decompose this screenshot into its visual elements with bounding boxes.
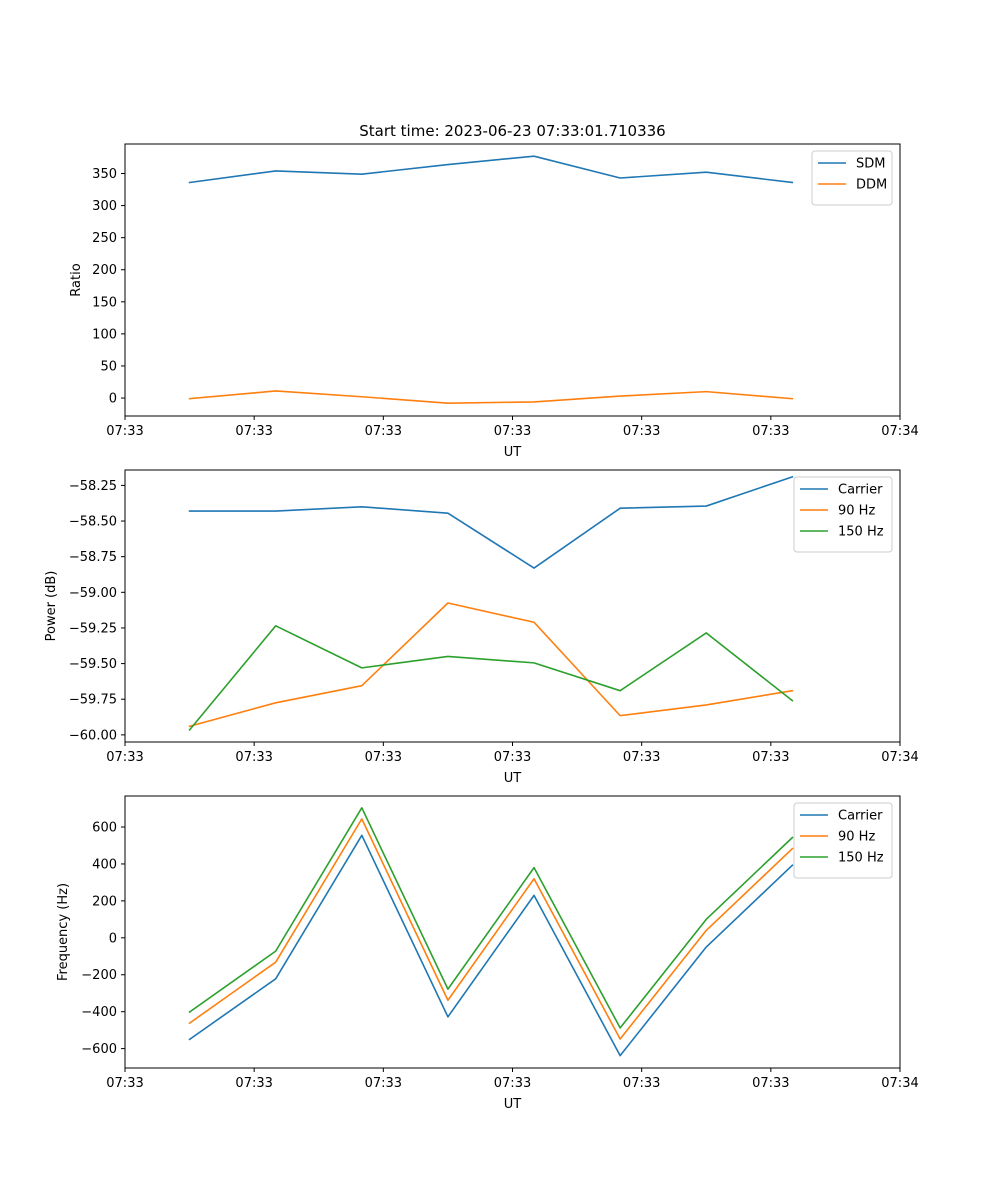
y-tick-label: 200 — [92, 263, 117, 278]
y-tick-label: 400 — [92, 857, 117, 872]
y-tick-label: 300 — [92, 199, 117, 214]
y-tick-label: 0 — [109, 931, 117, 946]
series-line-90-hz — [188, 602, 794, 728]
panel-ratio: Start time: 2023-06-23 07:33:01.710336 0… — [69, 122, 919, 460]
y-axis-label: Ratio — [69, 263, 84, 296]
y-tick-label: 100 — [92, 327, 117, 342]
y-tick-label: −59.25 — [69, 621, 117, 636]
x-tick-label: 07:33 — [494, 1076, 531, 1091]
x-tick-label: 07:33 — [494, 424, 531, 439]
y-tick-label: −59.50 — [69, 657, 117, 672]
legend-label: 90 Hz — [838, 830, 875, 845]
x-axis-label: UT — [504, 445, 522, 460]
legend-label: DDM — [856, 178, 887, 193]
x-tick-label: 07:33 — [235, 750, 272, 765]
x-tick-label: 07:33 — [235, 424, 272, 439]
y-tick-label: 150 — [92, 295, 117, 310]
x-tick-label: 07:33 — [494, 750, 531, 765]
x-tick-label: 07:33 — [106, 1076, 143, 1091]
legend-box — [793, 802, 893, 879]
x-tick-label: 07:33 — [752, 424, 789, 439]
x-tick-label: 07:33 — [365, 750, 402, 765]
panel-frequency-lines — [188, 807, 794, 1057]
panel-frequency-y-ticks: −600 −400 −200 0 200 400 600 — [81, 821, 125, 1057]
x-tick-label: 07:33 — [365, 424, 402, 439]
series-line-ddm — [188, 390, 794, 404]
legend-label: 150 Hz — [838, 851, 884, 866]
panel-ratio-y-ticks: 0 50 100 150 200 250 300 350 — [92, 167, 125, 407]
legend-label: 150 Hz — [838, 525, 884, 540]
x-tick-label: 07:33 — [235, 1076, 272, 1091]
panel-power-x-ticks: 07:33 07:33 07:33 07:33 07:33 07:33 07:34 — [106, 742, 919, 765]
y-tick-label: 0 — [109, 392, 117, 407]
x-axis-label: UT — [504, 771, 522, 786]
y-tick-label: −600 — [81, 1042, 117, 1057]
legend-label: SDM — [856, 157, 885, 172]
y-axis-label: Power (dB) — [44, 571, 59, 642]
series-line-sdm — [188, 155, 794, 184]
x-tick-label: 07:33 — [752, 1076, 789, 1091]
x-tick-label: 07:33 — [365, 1076, 402, 1091]
panel-power-legend: Carrier 90 Hz 150 Hz — [793, 476, 893, 553]
panel-power: 07:33 07:33 07:33 07:33 07:33 07:33 07:34 −60.… — [44, 469, 919, 786]
x-tick-label: 07:34 — [881, 750, 918, 765]
y-tick-label: 250 — [92, 231, 117, 246]
y-tick-label: 600 — [92, 821, 117, 836]
y-axis-label: Frequency (Hz) — [56, 883, 71, 981]
x-tick-label: 07:33 — [106, 424, 143, 439]
series-line-90-hz — [188, 818, 794, 1040]
legend-box — [811, 150, 893, 206]
panel-ratio-legend: SDM DDM — [811, 150, 893, 206]
chart-title: Start time: 2023-06-23 07:33:01.710336 — [359, 122, 665, 140]
panel-frequency-legend: Carrier 90 Hz 150 Hz — [793, 802, 893, 879]
series-line-150-hz — [188, 625, 794, 732]
x-tick-label: 07:34 — [881, 1076, 918, 1091]
x-tick-label: 07:33 — [752, 750, 789, 765]
panel-frequency-x-ticks: 07:33 07:33 07:33 07:33 07:33 07:33 07:34 — [106, 1068, 919, 1091]
x-axis-label: UT — [504, 1097, 522, 1112]
y-tick-label: −59.75 — [69, 693, 117, 708]
y-tick-label: −58.50 — [69, 515, 117, 530]
panel-power-y-ticks: −60.00 −59.75 −59.50 −59.25 −59.00 −58.75 −58.… — [69, 479, 125, 743]
y-tick-label: 200 — [92, 894, 117, 909]
y-tick-label: −400 — [81, 1005, 117, 1020]
x-tick-label: 07:33 — [623, 424, 660, 439]
series-line-carrier — [188, 475, 794, 569]
y-tick-label: −200 — [81, 968, 117, 983]
panel-ratio-lines — [188, 155, 794, 404]
legend-box — [793, 476, 893, 553]
x-tick-label: 07:33 — [623, 1076, 660, 1091]
legend-label: Carrier — [838, 483, 883, 498]
y-tick-label: −59.00 — [69, 586, 117, 601]
panel-power-lines — [188, 475, 794, 732]
x-tick-label: 07:33 — [106, 750, 143, 765]
y-tick-label: −58.75 — [69, 550, 117, 565]
series-line-carrier — [188, 834, 794, 1057]
legend-label: Carrier — [838, 809, 883, 824]
series-line-150-hz — [188, 807, 794, 1029]
y-tick-label: 350 — [92, 167, 117, 182]
legend-label: 90 Hz — [838, 504, 875, 519]
y-tick-label: 50 — [100, 359, 117, 374]
x-tick-label: 07:34 — [881, 424, 918, 439]
x-tick-label: 07:33 — [623, 750, 660, 765]
y-tick-label: −58.25 — [69, 479, 117, 494]
y-tick-label: −60.00 — [69, 728, 117, 743]
panel-ratio-x-ticks: 07:33 07:33 07:33 07:33 07:33 07:33 07:34 — [106, 416, 919, 439]
panel-frequency: 07:33 07:33 07:33 07:33 07:33 07:33 07:34 −600… — [56, 795, 919, 1112]
